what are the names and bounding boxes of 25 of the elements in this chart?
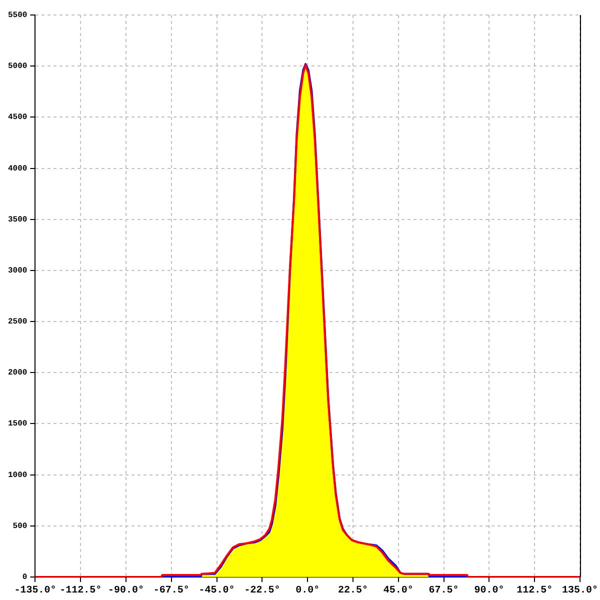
x-tick-label: -45.0° <box>198 586 235 597</box>
x-tick-label: 112.5° <box>516 586 553 597</box>
x-tick-label: 22.5° <box>338 586 368 597</box>
y-tick-label: 5000 <box>8 62 28 72</box>
x-tick-label: -22.5° <box>244 586 280 597</box>
x-tick-label: -67.5° <box>153 586 190 597</box>
x-tick-label: -112.5° <box>60 586 102 597</box>
y-tick-label: 1000 <box>8 470 28 480</box>
x-tick-label: 135.0° <box>562 586 598 597</box>
y-tick-label: 1500 <box>8 420 28 429</box>
x-tick-label: 90.0° <box>474 586 504 597</box>
x-tick-label: -90.0° <box>108 586 144 597</box>
y-tick-label: 3000 <box>8 266 28 276</box>
x-tick-label: 67.5° <box>428 586 459 597</box>
y-tick-label: 2000 <box>8 368 28 378</box>
y-tick-label: 0 <box>22 573 28 582</box>
y-tick-label: 500 <box>12 522 28 531</box>
y-tick-label: 2500 <box>8 318 28 327</box>
y-tick-label: 4500 <box>8 113 28 122</box>
x-tick-label: 45.0° <box>383 586 414 597</box>
x-tick-label: -135.0° <box>14 586 56 597</box>
x-tick-label: 0.0° <box>296 586 320 597</box>
y-tick-label: 3500 <box>8 215 28 224</box>
y-tick-label: 4000 <box>8 164 28 174</box>
y-tick-label: 5500 <box>8 11 28 20</box>
